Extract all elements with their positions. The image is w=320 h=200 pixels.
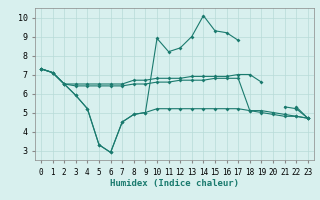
X-axis label: Humidex (Indice chaleur): Humidex (Indice chaleur): [110, 179, 239, 188]
